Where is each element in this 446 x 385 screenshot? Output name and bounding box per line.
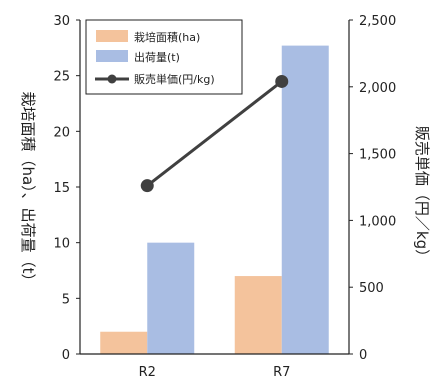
y-left-tick-label: 30 <box>53 14 70 29</box>
x-tick-label-r2: R2 <box>139 365 156 380</box>
y-left-tick-label: 15 <box>53 181 70 196</box>
y-right-tick-label: 0 <box>359 348 367 363</box>
legend-label-price: 販売単価(円/kg) <box>134 72 215 86</box>
y-left-tick-label: 5 <box>62 292 70 307</box>
price-marker-r2 <box>140 179 154 193</box>
y-left-tick-label: 20 <box>53 125 70 140</box>
y-left-tick-label: 10 <box>53 237 70 252</box>
legend-swatch-area <box>96 30 128 42</box>
bar-area-r7 <box>234 276 282 354</box>
y-left-tick-label: 25 <box>53 70 70 85</box>
legend-swatch-price-marker <box>107 74 117 84</box>
x-tick-label-r7: R7 <box>273 365 290 380</box>
legend-swatch-shipment <box>96 50 128 62</box>
bar-area-r2 <box>100 331 148 354</box>
y-right-tick-label: 2,000 <box>359 81 396 96</box>
price-line <box>146 80 283 187</box>
y-right-tick-label: 500 <box>359 281 384 296</box>
legend-label-area: 栽培面積(ha) <box>134 30 200 44</box>
bars-layer <box>100 45 329 355</box>
y-right-tick-label: 1,500 <box>359 148 396 163</box>
y-left-tick-label: 0 <box>62 348 70 363</box>
y-axis-left-label: 栽培面積（ha）、出荷量（t） <box>19 91 37 288</box>
svg-text:販売単価（円／kg）: 販売単価（円／kg） <box>413 126 431 264</box>
y-right-tick-label: 1,000 <box>359 214 396 229</box>
legend-label-shipment: 出荷量(t) <box>134 50 180 64</box>
legend: 栽培面積(ha) 出荷量(t) 販売単価(円/kg) <box>85 19 243 95</box>
bar-shipment-r7 <box>281 45 329 355</box>
price-marker-r7 <box>275 74 289 88</box>
y-axis-right-label: 販売単価（円／kg） <box>413 126 431 264</box>
svg-text:栽培面積（ha）、出荷量（t）: 栽培面積（ha）、出荷量（t） <box>19 91 37 288</box>
y-right-tick-label: 2,500 <box>359 14 396 29</box>
bar-shipment-r2 <box>147 242 195 354</box>
line-layer <box>140 74 289 193</box>
axes-layer: 0 5 10 15 20 25 30 0 500 1,000 1,500 2,000 2,500 R2 R7 <box>53 14 396 380</box>
